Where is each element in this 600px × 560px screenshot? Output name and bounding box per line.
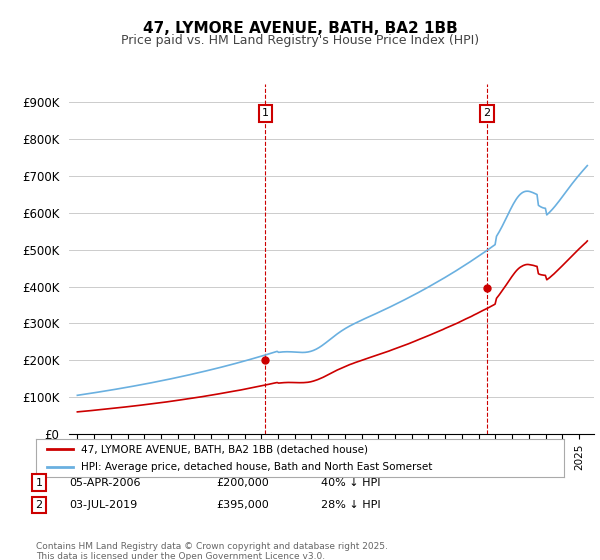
Text: 05-APR-2006: 05-APR-2006 xyxy=(69,478,140,488)
Text: 1: 1 xyxy=(262,109,269,119)
Text: 28% ↓ HPI: 28% ↓ HPI xyxy=(321,500,380,510)
Text: HPI: Average price, detached house, Bath and North East Somerset: HPI: Average price, detached house, Bath… xyxy=(81,462,432,472)
Text: 2: 2 xyxy=(484,109,491,119)
Text: 47, LYMORE AVENUE, BATH, BA2 1BB: 47, LYMORE AVENUE, BATH, BA2 1BB xyxy=(143,21,457,36)
Text: 03-JUL-2019: 03-JUL-2019 xyxy=(69,500,137,510)
Text: 47, LYMORE AVENUE, BATH, BA2 1BB (detached house): 47, LYMORE AVENUE, BATH, BA2 1BB (detach… xyxy=(81,444,368,454)
Text: 1: 1 xyxy=(35,478,43,488)
Text: £395,000: £395,000 xyxy=(216,500,269,510)
Text: £200,000: £200,000 xyxy=(216,478,269,488)
Text: 2: 2 xyxy=(35,500,43,510)
Text: Contains HM Land Registry data © Crown copyright and database right 2025.
This d: Contains HM Land Registry data © Crown c… xyxy=(36,542,388,560)
Text: Price paid vs. HM Land Registry's House Price Index (HPI): Price paid vs. HM Land Registry's House … xyxy=(121,34,479,46)
Text: 40% ↓ HPI: 40% ↓ HPI xyxy=(321,478,380,488)
